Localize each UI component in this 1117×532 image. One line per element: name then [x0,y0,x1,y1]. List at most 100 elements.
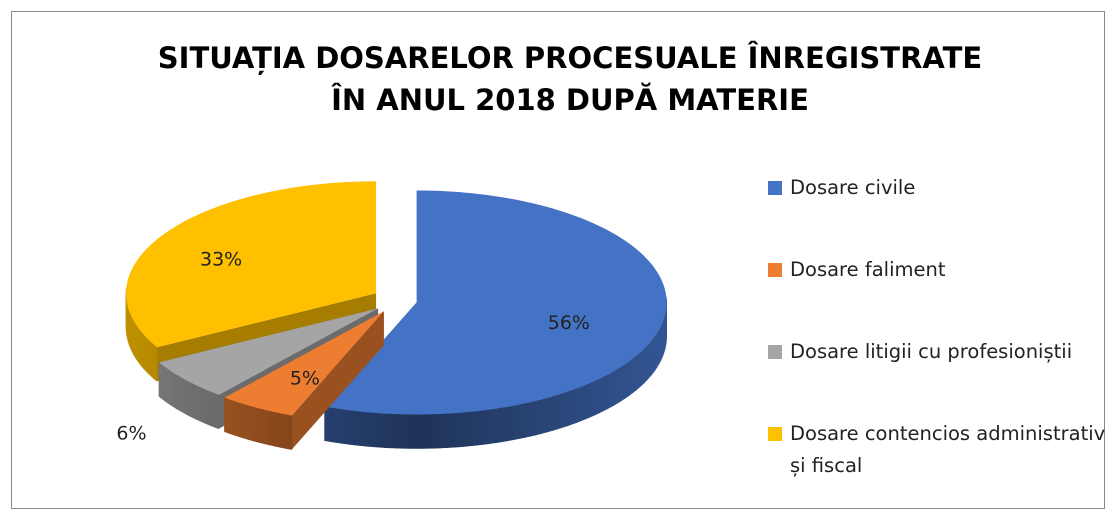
slice-side [201,388,205,424]
slice-side [519,403,525,438]
slice-side [552,395,557,431]
slice-side [168,369,171,405]
slice-side [354,411,360,446]
slice-side [435,414,441,448]
slice-side [422,414,428,448]
slice-side [630,359,633,395]
legend-item: Dosare faliment [768,254,1108,286]
chart-title: ÎN ANUL 2018 DUPĂ MATERIE [331,83,809,117]
slice-side [608,372,612,408]
slice-side [541,398,546,433]
slice-side [403,414,409,448]
slice-side [259,408,264,443]
slice-side [182,378,186,414]
legend-item: Dosare litigii cu profesioniștii [768,336,1108,368]
slice-side [325,407,331,442]
slice-side [633,356,636,392]
slice-side [447,413,453,447]
slice-side [604,375,608,411]
slice-side [348,410,354,445]
slice-side [513,405,519,440]
slice-side [502,407,508,442]
slice-side [189,382,193,418]
slice-side [397,414,403,448]
slice-side [644,346,647,383]
slice-side [139,329,141,366]
slice-side [149,340,152,377]
slice-side [144,335,146,372]
slice-side [360,412,366,447]
slice-side [525,402,531,437]
legend-item: Dosare contencios administrativ și fisca… [768,418,1108,482]
slice-side [373,413,379,447]
slice-side [159,362,162,398]
slice-side [636,354,639,390]
slice-side [562,392,567,428]
slice-side [557,394,562,430]
slice-side [649,341,651,378]
data-label: 6% [116,422,146,444]
slice-side [185,380,189,416]
slice-side [165,367,168,403]
slice-side [244,404,249,439]
slice-side [647,344,649,381]
slice-side [441,414,447,448]
slice-side [239,403,244,439]
data-label: 56% [548,312,590,334]
slice-side [270,411,275,446]
slice-side [623,363,626,399]
slice-side [536,400,541,435]
slice-side [490,409,496,444]
slice-side [342,409,348,444]
slice-side [546,397,551,432]
slice-side [281,413,287,448]
slice-side [567,390,572,426]
slice-side [234,401,239,437]
chart-title: SITUAȚIA DOSARELOR PROCESUALE ÎNREGISTRA… [158,41,982,75]
slice-side [619,366,623,402]
slice-side [146,337,149,374]
slice-side [639,351,642,388]
slice-side [530,401,536,436]
slice-side [612,370,616,406]
legend-swatch [768,427,782,441]
legend-item: Dosare civile [768,172,1108,204]
slice-side [507,406,513,441]
slice-side [572,388,577,424]
slice-side [391,414,397,448]
legend: Dosare civile Dosare faliment Dosare litig… [768,172,1108,532]
slice-side [197,386,201,422]
slice-side [151,342,154,379]
slice-side [416,414,422,448]
slice-side [141,332,143,369]
slice-side [193,384,197,420]
legend-swatch [768,181,782,195]
slice-side [616,368,620,404]
legend-swatch [768,263,782,277]
slice-side [379,413,385,447]
slice-side [586,383,591,419]
slice-side [472,411,478,446]
slice-side [651,338,653,375]
slice-side [210,391,214,427]
legend-swatch [768,345,782,359]
legend-label: Dosare civile [790,176,915,199]
slice-side [582,385,587,421]
slice-side [171,371,174,407]
slice-side [496,408,502,443]
slice-side [466,412,472,447]
slice-side [214,393,218,429]
slice-side [453,413,459,447]
slice-side [162,365,165,401]
slice-side [591,381,595,417]
slice-side [178,376,182,412]
data-label: 5% [290,368,320,390]
legend-label: Dosare litigii cu profesioniștii [790,340,1072,363]
data-label: 33% [200,249,242,271]
slice-side [336,409,342,444]
slice-side [366,412,372,447]
slice-side [275,412,280,447]
slice-side [264,410,269,445]
slice-side [385,414,391,448]
slice-side [205,389,209,425]
